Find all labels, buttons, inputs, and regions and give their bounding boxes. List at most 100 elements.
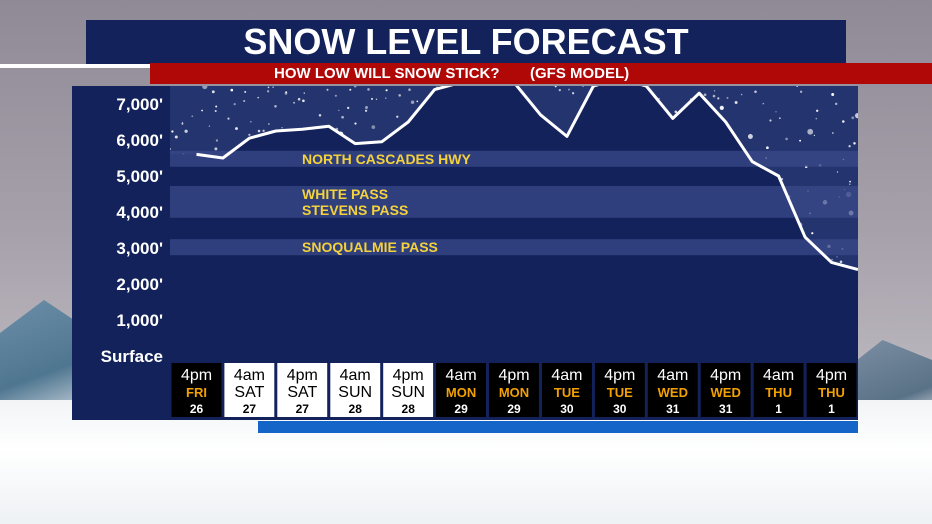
snowflake [266, 90, 270, 93]
x-tick-time: 4pm [498, 367, 529, 384]
snowflake [181, 121, 184, 124]
snowflake [747, 134, 753, 139]
x-tick-day: SUN [338, 384, 372, 401]
y-tick-label: 2,000' [116, 275, 163, 294]
snowflake [674, 110, 678, 114]
page-title: SNOW LEVEL FORECAST [86, 20, 846, 64]
x-tick-date: 27 [296, 402, 310, 416]
y-tick-label: 4,000' [116, 203, 163, 222]
snowflake [571, 92, 575, 95]
x-tick-tile [806, 363, 857, 417]
snowflake [811, 232, 814, 235]
snowflake [854, 112, 858, 119]
x-tick-tile [647, 363, 698, 417]
snowflake [717, 97, 720, 100]
snowflake [558, 88, 561, 92]
snowflake [170, 148, 172, 150]
x-tick-tile [330, 363, 381, 417]
snowflake [202, 86, 208, 90]
x-tick-time: 4am [446, 367, 477, 384]
pass-label: STEVENS PASS [302, 202, 408, 218]
snowflake [215, 139, 219, 142]
snowflake [712, 94, 716, 98]
x-tick-day: TUE [607, 385, 633, 400]
snowflake [268, 123, 270, 125]
snowflake [568, 88, 570, 91]
x-tick-date: 29 [454, 402, 468, 416]
snowflake [208, 125, 211, 127]
snowflake [726, 96, 729, 99]
snow-ground [0, 400, 932, 524]
snowflake [762, 102, 765, 105]
x-tick-date: 31 [666, 402, 680, 416]
snowflake [174, 135, 178, 139]
snowflake [243, 99, 246, 103]
snowflake [766, 146, 769, 150]
snowflake [297, 97, 301, 101]
x-tick-day: SAT [234, 384, 264, 401]
x-tick-tile [436, 363, 486, 417]
snowflake [831, 259, 833, 261]
snowflake [375, 98, 378, 100]
y-tick-label: 7,000' [116, 95, 163, 114]
snowflake [775, 111, 777, 113]
y-tick-label: 5,000' [116, 167, 163, 186]
x-tick-time: 4pm [181, 367, 212, 384]
snowflake [816, 109, 819, 112]
snowflake [272, 86, 274, 88]
snowflake [250, 121, 252, 123]
x-tick-date: 26 [190, 402, 204, 416]
x-tick-time: 4am [551, 367, 582, 384]
x-tick-time: 4pm [287, 367, 318, 384]
snowflake [211, 90, 215, 94]
snowflake [257, 129, 261, 133]
y-tick-label: Surface [101, 347, 163, 366]
x-tick-day: SAT [287, 384, 317, 401]
x-tick-date: 27 [243, 402, 257, 416]
pass-label: WHITE PASS [302, 186, 388, 202]
snowflake [408, 88, 411, 91]
pass-band [170, 150, 858, 167]
x-tick-date: 30 [613, 402, 627, 416]
snowflake [214, 109, 217, 113]
pass-band [170, 201, 858, 218]
snowflake [347, 106, 350, 110]
snowflake [367, 88, 370, 91]
snowflake [233, 102, 236, 106]
snowflake [831, 93, 835, 96]
snowflake [227, 117, 230, 120]
chart-footer-strip [258, 421, 858, 433]
snowflake [799, 90, 803, 93]
x-tick-time: 4pm [393, 367, 424, 384]
snowflake [257, 96, 260, 99]
snowflake [274, 105, 277, 108]
snowflake [326, 88, 329, 91]
x-tick-tile [383, 363, 434, 417]
x-tick-tile [224, 363, 275, 417]
snowflake [713, 90, 716, 92]
subtitle-model: (GFS MODEL) [530, 65, 630, 82]
x-tick-date: 1 [775, 402, 782, 416]
x-tick-day: MON [499, 385, 529, 400]
snow-level-line-group [196, 86, 858, 272]
snowflake [842, 120, 845, 123]
snowflake [779, 117, 781, 119]
x-axis: 4pmFRI264amSAT274pmSAT274amSUN284pmSUN28… [171, 363, 857, 417]
snowflake [799, 139, 802, 142]
snowflake [262, 129, 265, 132]
x-tick-date: 30 [560, 402, 574, 416]
snowflake [181, 122, 184, 125]
snowflake [353, 86, 357, 88]
y-tick-label: 1,000' [116, 311, 163, 330]
snowflake [839, 260, 843, 264]
pass-label: NORTH CASCADES HWY [302, 151, 471, 167]
snowflake [834, 102, 838, 106]
snowflake [191, 115, 194, 118]
x-tick-time: 4pm [816, 367, 847, 384]
x-tick-time: 4am [234, 367, 265, 384]
snowflake [582, 86, 584, 87]
x-tick-date: 1 [828, 402, 835, 416]
x-tick-time: 4pm [604, 367, 635, 384]
snowflake [201, 109, 204, 112]
